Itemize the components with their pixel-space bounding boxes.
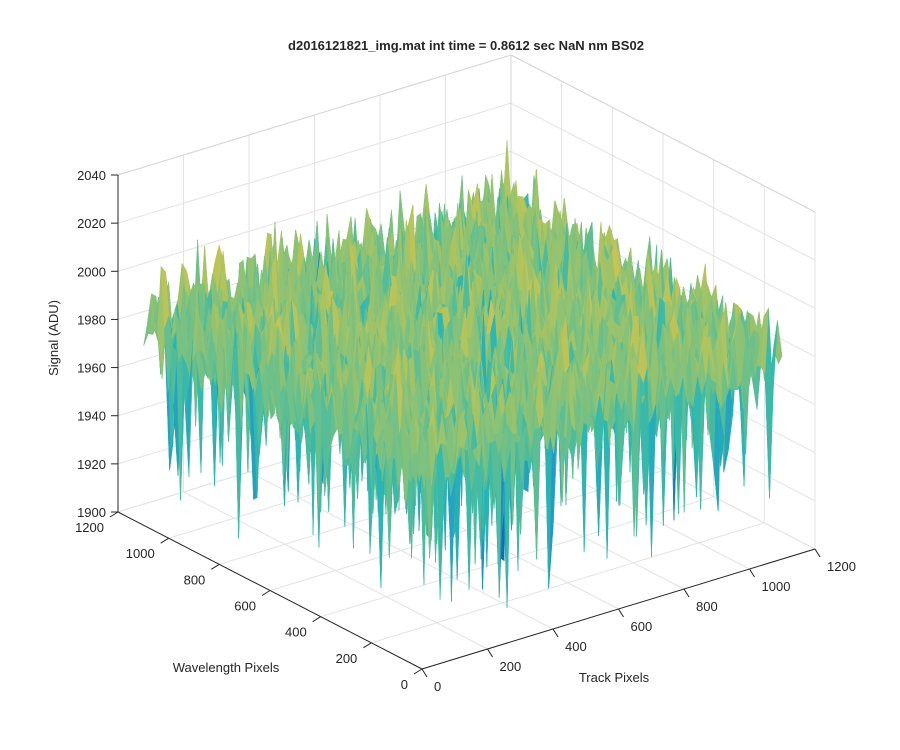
grid-line-y (320, 496, 714, 618)
box-edge (510, 54, 816, 213)
grid-line-y (371, 522, 765, 644)
surface-mesh (143, 140, 783, 608)
box-edge (117, 54, 512, 176)
